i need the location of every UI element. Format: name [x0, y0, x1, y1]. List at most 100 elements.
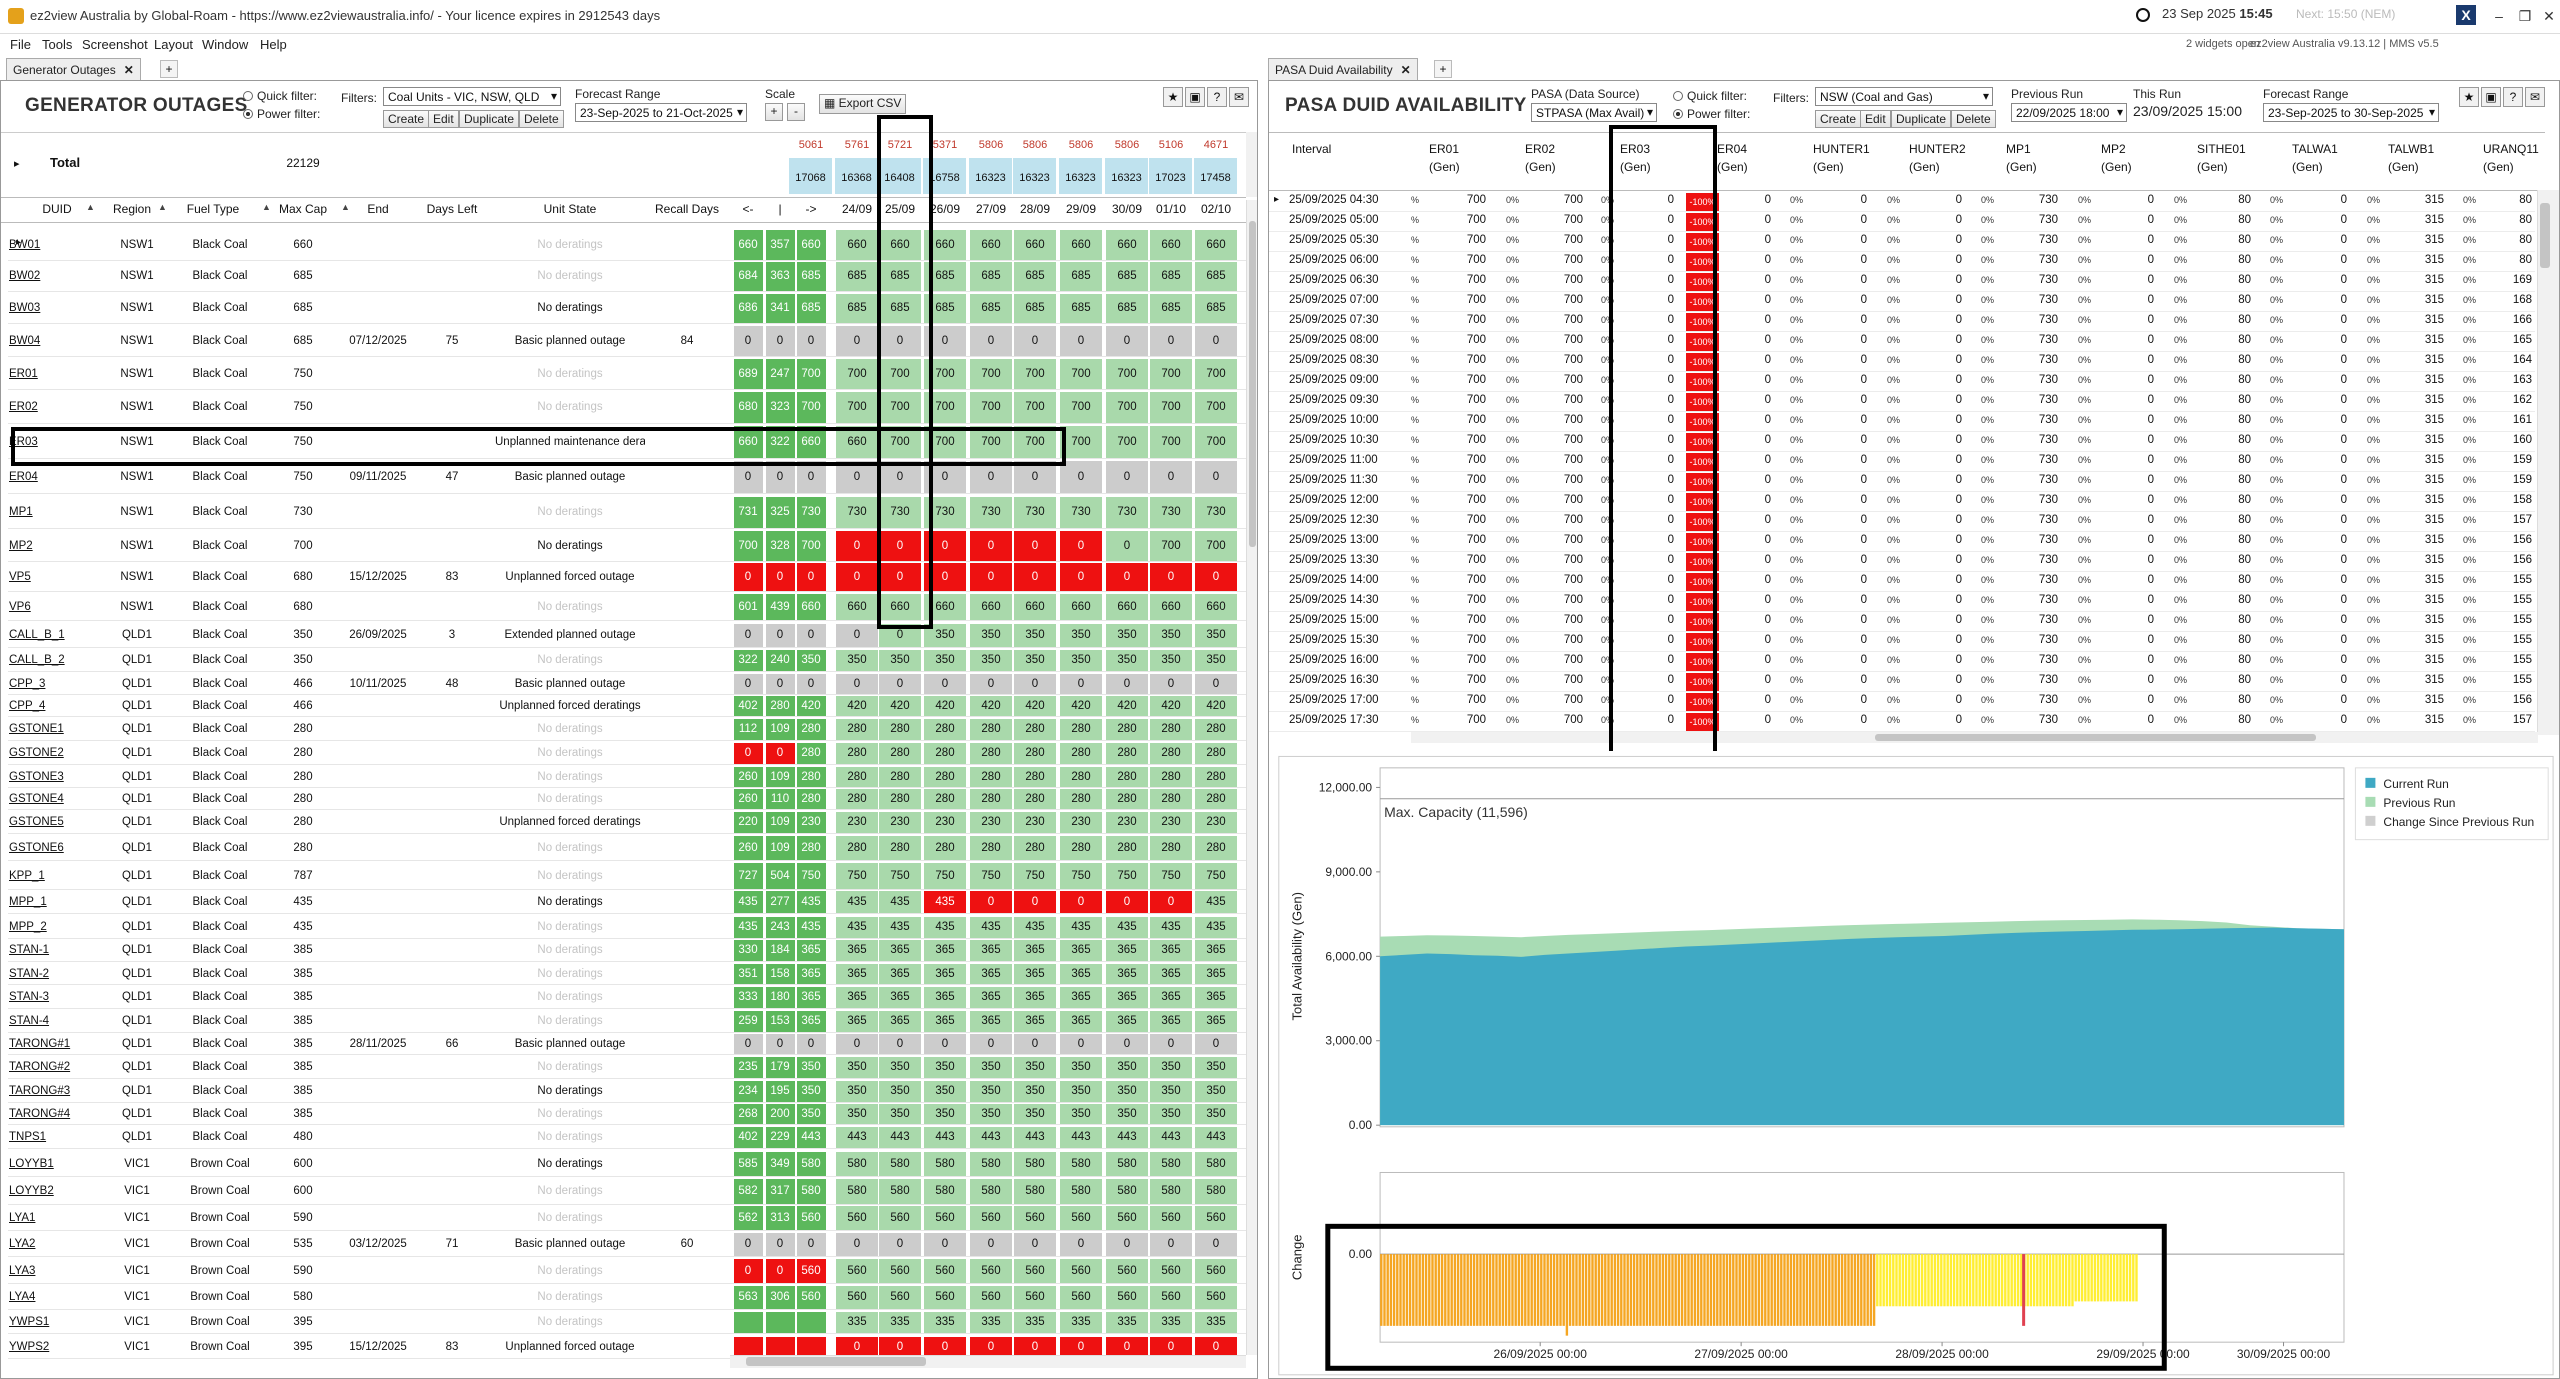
duid-link[interactable]: TARONG#3 — [9, 1085, 71, 1097]
tab-pasa-duid[interactable]: PASA Duid Availability ✕ — [1268, 58, 1418, 80]
pasa-row[interactable] — [1269, 252, 2535, 272]
unit-header-HUNTER1[interactable]: HUNTER1 — [1813, 142, 1870, 156]
pasa-row[interactable] — [1269, 532, 2535, 552]
menu-layout[interactable]: Layout — [154, 37, 194, 52]
legend-item[interactable]: Change Since Previous Run — [2383, 815, 2534, 829]
col-header-6[interactable]: Unit State — [543, 202, 597, 216]
table-row[interactable] — [8, 424, 1246, 459]
duid-link[interactable]: TNPS1 — [9, 1131, 47, 1143]
table-row[interactable] — [8, 1125, 1246, 1149]
table-row[interactable] — [8, 390, 1246, 424]
table-row[interactable] — [8, 495, 1246, 529]
power-filter-radio[interactable]: Power filter: — [1673, 107, 1750, 121]
duid-link[interactable]: STAN-3 — [9, 991, 50, 1003]
col-header-4[interactable]: End — [367, 202, 389, 216]
unit-header-ER02[interactable]: ER02 — [1525, 142, 1556, 156]
pasa-row[interactable] — [1269, 192, 2535, 212]
duid-link[interactable]: GSTONE6 — [9, 841, 64, 854]
col-header-18[interactable]: 01/10 — [1155, 202, 1187, 216]
pasa-row[interactable] — [1269, 392, 2535, 412]
col-header-8[interactable]: <- — [742, 202, 754, 216]
duplicate-button[interactable]: Duplicate — [1891, 110, 1952, 128]
edit-button[interactable]: Edit — [1860, 110, 1891, 128]
menu-window[interactable]: Window — [202, 37, 249, 52]
tab-close-icon[interactable]: ✕ — [1400, 63, 1411, 77]
table-row[interactable] — [8, 1009, 1246, 1033]
duid-link[interactable]: GSTONE3 — [9, 770, 64, 783]
table-row[interactable] — [8, 810, 1246, 834]
table-row[interactable] — [8, 834, 1246, 861]
forecast-range-select[interactable]: 23-Sep-2025 to 30-Sep-2025 — [2263, 103, 2439, 122]
pasa-row[interactable] — [1269, 632, 2535, 652]
pasa-row[interactable] — [1269, 212, 2535, 232]
pasa-row[interactable] — [1269, 612, 2535, 632]
unit-header-SITHE01[interactable]: SITHE01 — [2197, 142, 2246, 156]
quick-filter-radio[interactable]: Quick filter: — [1673, 89, 1747, 103]
table-row[interactable] — [8, 694, 1246, 717]
table-row[interactable] — [8, 1079, 1246, 1103]
star-icon[interactable]: ★ — [2459, 87, 2479, 107]
add-tab-button[interactable]: + — [1434, 60, 1452, 78]
unit-header-HUNTER2[interactable]: HUNTER2 — [1909, 142, 1966, 156]
star-icon[interactable]: ★ — [1163, 87, 1183, 107]
table-row[interactable] — [8, 1055, 1246, 1079]
pasa-row[interactable] — [1269, 712, 2535, 732]
duid-link[interactable]: ER04 — [9, 470, 38, 483]
duid-link[interactable]: LYA1 — [9, 1211, 36, 1224]
table-row[interactable] — [8, 1150, 1246, 1177]
duid-link[interactable]: GSTONE5 — [9, 816, 64, 828]
table-row[interactable] — [8, 622, 1246, 648]
row-expand-icon[interactable]: ▸ — [16, 236, 22, 248]
table-row[interactable] — [8, 561, 1246, 592]
duid-link[interactable]: STAN-1 — [9, 944, 50, 956]
table-row[interactable] — [8, 787, 1246, 810]
col-header-13[interactable]: 26/09 — [929, 202, 961, 216]
duid-link[interactable]: KPP_1 — [9, 869, 45, 882]
unit-header-MP1[interactable]: MP1 — [2006, 142, 2031, 156]
export-csv-button[interactable]: ▦ Export CSV — [819, 94, 907, 114]
close-icon[interactable]: ✕ — [2543, 8, 2555, 24]
table-row[interactable] — [8, 592, 1246, 621]
duid-link[interactable]: ER01 — [9, 367, 38, 380]
duid-link[interactable]: LYA2 — [9, 1238, 36, 1250]
pasa-row[interactable] — [1269, 292, 2535, 312]
duid-link[interactable]: CPP_3 — [9, 677, 46, 690]
table-row[interactable] — [8, 459, 1246, 494]
table-row[interactable] — [8, 1231, 1246, 1257]
create-button[interactable]: Create — [383, 110, 430, 128]
pasa-row[interactable] — [1269, 472, 2535, 492]
pasa-row[interactable] — [1269, 372, 2535, 392]
legend-item[interactable]: Current Run — [2383, 777, 2448, 791]
unit-header-ER04[interactable]: ER04 — [1717, 142, 1748, 156]
scrollbar-thumb[interactable] — [2540, 203, 2550, 268]
sort-arrow-icon[interactable]: ▲ — [158, 202, 167, 212]
col-header-10[interactable]: -> — [805, 202, 817, 216]
table-row[interactable] — [8, 1102, 1246, 1125]
filter-select[interactable]: Coal Units - VIC, NSW, QLD — [383, 87, 561, 106]
chat-icon[interactable]: ✉ — [2525, 87, 2545, 107]
col-header-16[interactable]: 29/09 — [1065, 202, 1097, 216]
duid-link[interactable]: STAN-2 — [9, 967, 50, 980]
table-row[interactable] — [8, 357, 1246, 390]
pasa-row[interactable] — [1269, 452, 2535, 472]
pasa-row[interactable] — [1269, 332, 2535, 352]
table-row[interactable] — [8, 1204, 1246, 1231]
delete-button[interactable]: Delete — [1951, 110, 1996, 128]
menu-screenshot[interactable]: Screenshot — [82, 37, 148, 52]
table-row[interactable] — [8, 889, 1246, 914]
previous-run-select[interactable]: 22/09/2025 18:00 — [2011, 103, 2127, 122]
duid-link[interactable]: BW04 — [9, 334, 41, 347]
help-icon[interactable]: ? — [2503, 87, 2523, 107]
pasa-row[interactable] — [1269, 432, 2535, 452]
duid-link[interactable]: TARONG#2 — [9, 1061, 71, 1073]
pasa-row[interactable] — [1269, 492, 2535, 512]
duid-link[interactable]: GSTONE1 — [9, 723, 64, 735]
scale-plus-button[interactable]: + — [765, 103, 783, 121]
col-header-0[interactable]: DUID — [42, 202, 72, 216]
col-header-7[interactable]: Recall Days — [654, 202, 720, 216]
duid-link[interactable]: YWPS1 — [9, 1316, 50, 1328]
chat-icon[interactable]: ✉ — [1229, 87, 1249, 107]
sort-arrow-icon[interactable]: ▲ — [341, 202, 350, 212]
col-header-17[interactable]: 30/09 — [1111, 202, 1143, 216]
unit-header-TALWA1[interactable]: TALWA1 — [2292, 142, 2338, 156]
